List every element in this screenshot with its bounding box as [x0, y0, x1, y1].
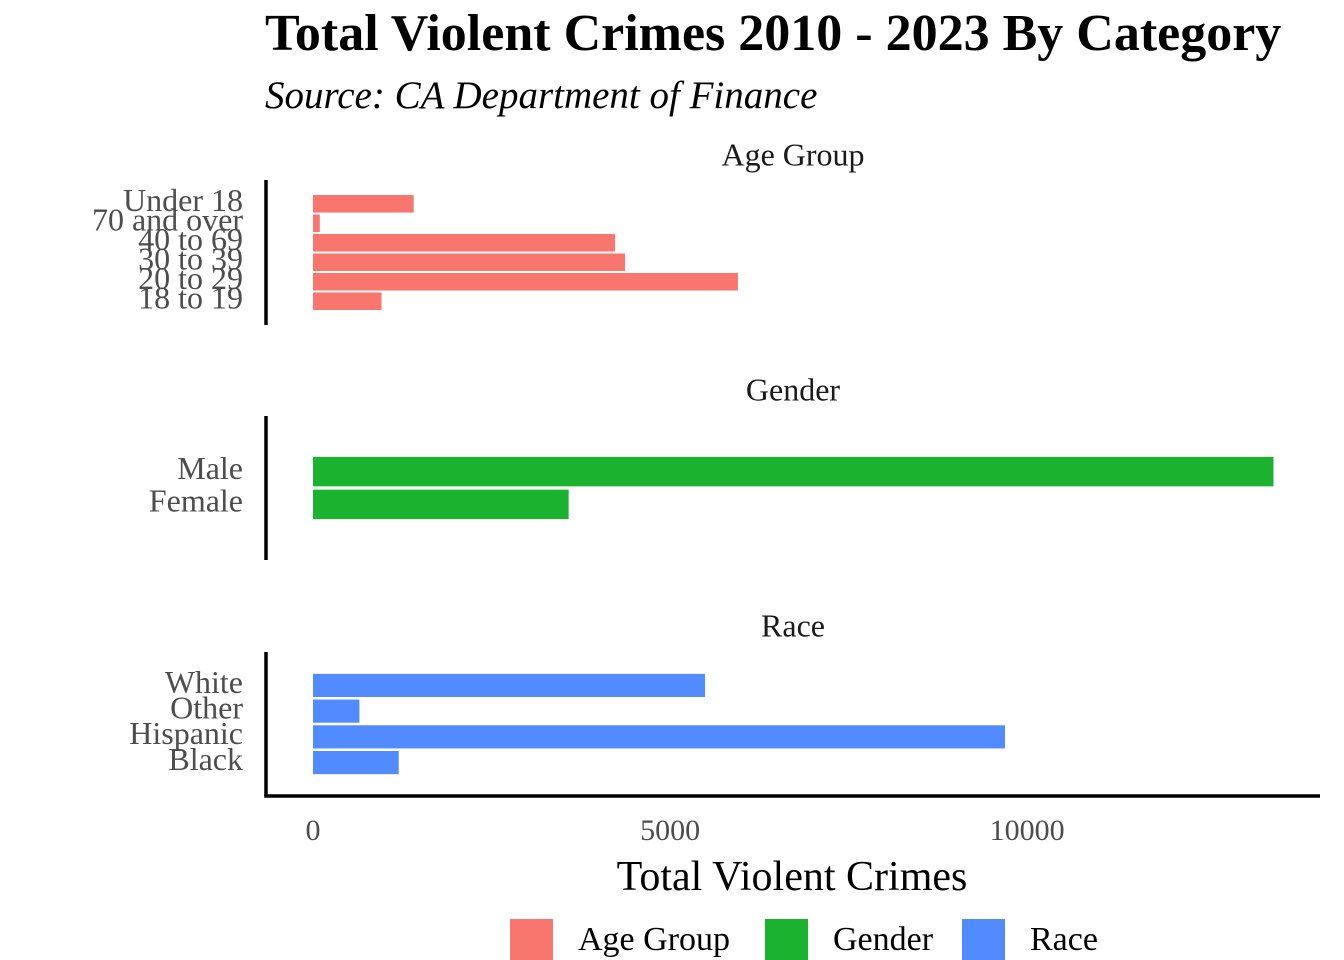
category-label: White — [165, 664, 243, 700]
x-axis-title: Total Violent Crimes — [617, 854, 968, 900]
category-label: Hispanic — [129, 715, 243, 751]
bar-gender-male — [313, 456, 1274, 487]
category-label: Male — [177, 450, 243, 486]
category-label: 18 to 19 — [138, 280, 243, 316]
x-axis: 0 5000 10000 — [264, 794, 1320, 847]
chart-subtitle: Source: CA Department of Finance — [265, 74, 817, 117]
legend: Age Group Gender Race — [510, 919, 1098, 960]
legend-item-gender: Gender — [765, 919, 934, 960]
chart-title: Total Violent Crimes 2010 - 2023 By Cate… — [265, 5, 1281, 62]
bar-age-group-under-18 — [313, 195, 414, 213]
facet-title: Age Group — [721, 136, 864, 172]
facet-title: Race — [761, 607, 825, 643]
x-tick-label: 10000 — [990, 814, 1065, 847]
bar-gender-female — [313, 489, 569, 520]
legend-swatch — [765, 919, 808, 960]
category-label: Under 18 — [123, 182, 243, 218]
bar-age-group-70-and-over — [313, 214, 320, 233]
bar-age-group-40-to-69 — [313, 233, 616, 252]
x-tick-label: 5000 — [640, 814, 700, 847]
category-label: Other — [170, 689, 243, 725]
legend-label: Gender — [833, 921, 934, 958]
category-label: 40 to 69 — [138, 221, 243, 257]
bar-race-black — [313, 751, 399, 775]
category-label: Black — [168, 741, 243, 777]
category-label: Female — [149, 483, 243, 519]
legend-label: Race — [1030, 921, 1098, 958]
legend-item-age-group: Age Group — [510, 919, 730, 960]
bar-race-other — [313, 699, 360, 723]
category-label: 70 and over — [92, 202, 243, 238]
x-tick-label: 0 — [306, 814, 321, 847]
facet-title: Gender — [746, 371, 841, 407]
legend-swatch — [962, 919, 1005, 960]
category-label: 30 to 39 — [138, 241, 243, 277]
legend-item-race: Race — [962, 919, 1098, 960]
bar-race-hispanic — [313, 725, 1005, 749]
legend-label: Age Group — [578, 921, 730, 958]
bar-race-white — [313, 673, 706, 697]
category-label: 20 to 29 — [138, 260, 243, 296]
bar-age-group-20-to-29 — [313, 272, 738, 291]
legend-swatch — [510, 919, 553, 960]
bar-age-group-18-to-19 — [313, 292, 382, 310]
bar-age-group-30-to-39 — [313, 253, 626, 272]
